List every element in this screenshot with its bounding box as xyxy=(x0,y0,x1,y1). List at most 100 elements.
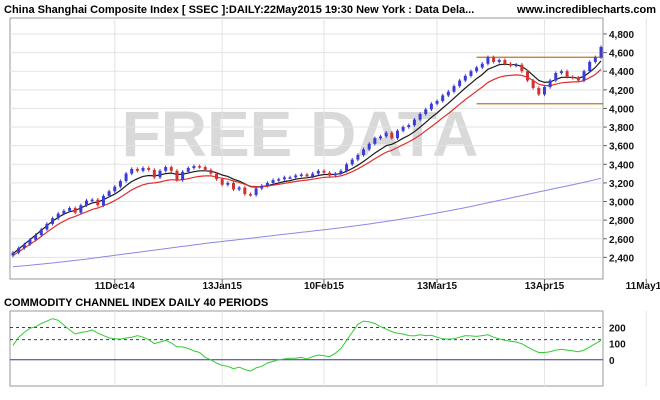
candle-body xyxy=(254,188,258,196)
price-levels xyxy=(476,56,603,105)
candle-body xyxy=(599,46,603,58)
candle-body xyxy=(299,174,303,177)
price-y-tick-label: 4,600 xyxy=(609,49,634,60)
candle-body xyxy=(520,64,524,72)
candle-body xyxy=(181,171,185,181)
candle-body xyxy=(339,170,343,174)
candle-body xyxy=(458,80,462,87)
chart-title: China Shanghai Composite Index [ SSEC ]:… xyxy=(4,4,474,16)
candle-body xyxy=(469,71,473,76)
candle-body xyxy=(367,143,371,150)
candle-body xyxy=(305,174,309,177)
candle-body xyxy=(198,166,202,168)
candle-body xyxy=(509,63,513,66)
price-x-axis: 11Dec14 13Jan15 10Feb15 13Mar15 13Apr15 11May… xyxy=(95,279,660,292)
price-y-tick-label: 2,600 xyxy=(609,235,634,246)
candle-body xyxy=(107,191,111,196)
candle-body xyxy=(401,127,405,131)
candle-body xyxy=(593,57,597,62)
price-x-tick-label: 10Feb15 xyxy=(304,281,344,292)
cci-y-tick-label: 200 xyxy=(609,324,626,335)
candle-body xyxy=(412,119,416,126)
candle-body xyxy=(350,159,354,165)
candle-body xyxy=(124,173,128,182)
candle-body xyxy=(322,170,326,173)
price-y-tick-label: 3,400 xyxy=(609,160,634,171)
candle-body xyxy=(435,100,439,104)
candle-body xyxy=(45,223,49,230)
candle-body xyxy=(571,76,575,79)
cci-grid xyxy=(114,311,647,386)
candle-body xyxy=(271,180,275,183)
candle-body xyxy=(548,80,552,88)
candle-body xyxy=(79,205,83,213)
candle-body xyxy=(333,173,337,176)
candle-body xyxy=(588,61,592,72)
candle-body xyxy=(209,169,213,174)
candle-body xyxy=(141,168,145,171)
price-y-tick-label: 3,200 xyxy=(609,179,634,190)
price-y-tick-label: 3,000 xyxy=(609,198,634,209)
candle-body xyxy=(147,168,151,170)
candle-body xyxy=(429,103,433,110)
candle-body xyxy=(17,248,21,253)
candle-body xyxy=(28,239,32,245)
ema_long-line xyxy=(12,68,602,257)
price-y-tick-label: 4,200 xyxy=(609,86,634,97)
candle-body xyxy=(203,167,207,170)
candle-body xyxy=(537,87,541,95)
cci-line-group xyxy=(12,318,602,372)
candle-body xyxy=(34,235,38,240)
candle-body xyxy=(395,130,399,139)
price-y-tick-label: 4,000 xyxy=(609,104,634,115)
candle-body xyxy=(101,195,105,206)
candle-body xyxy=(73,208,77,213)
candle-body xyxy=(277,179,281,181)
candle-body xyxy=(56,213,60,219)
candle-body xyxy=(192,166,196,169)
candle-body xyxy=(113,186,117,192)
candle-body xyxy=(582,71,586,81)
candle-body xyxy=(311,173,315,177)
candle-body xyxy=(164,167,168,171)
price-x-tick-label: 13Apr15 xyxy=(525,281,565,292)
candle-body xyxy=(362,149,366,155)
candle-body xyxy=(531,80,535,88)
candle-body xyxy=(384,132,388,137)
candle-body xyxy=(169,167,173,171)
price-x-tick-label: 13Mar15 xyxy=(417,281,457,292)
candle-body xyxy=(316,170,320,174)
candle-body xyxy=(441,95,445,101)
candle-body xyxy=(379,136,382,139)
price-x-tick-label: 11Dec14 xyxy=(95,281,135,292)
price-x-tick-label: 11May15 xyxy=(626,281,660,292)
candle-body xyxy=(232,182,235,190)
candle-body xyxy=(62,210,66,214)
price-y-axis: 2,400 2,600 2,800 3,000 3,200 3,400 3,600 3,800… xyxy=(603,30,634,264)
candle-body xyxy=(492,57,496,62)
price-grid xyxy=(10,18,647,279)
candle-body xyxy=(39,229,43,236)
candle-body xyxy=(130,168,134,174)
candle-body xyxy=(418,114,422,120)
candle-body xyxy=(265,182,269,186)
candle-body xyxy=(424,109,428,115)
candle-body xyxy=(288,177,292,179)
price-y-tick-label: 4,400 xyxy=(609,67,634,78)
candle-body xyxy=(282,177,286,180)
price-y-tick-label: 3,600 xyxy=(609,142,634,153)
candle-body xyxy=(186,168,190,172)
candle-body xyxy=(226,182,230,185)
site-url: www.incrediblecharts.com xyxy=(516,4,656,16)
candle-body xyxy=(554,73,558,81)
candle-body xyxy=(452,86,456,92)
candle-body xyxy=(328,172,332,176)
candle-body xyxy=(446,91,450,96)
candle-body xyxy=(215,173,219,180)
candle-body xyxy=(565,71,569,77)
cci-y-tick-label: 100 xyxy=(609,340,626,351)
candle-body xyxy=(118,181,122,187)
candle-body xyxy=(345,164,349,171)
candle-body xyxy=(96,199,100,206)
